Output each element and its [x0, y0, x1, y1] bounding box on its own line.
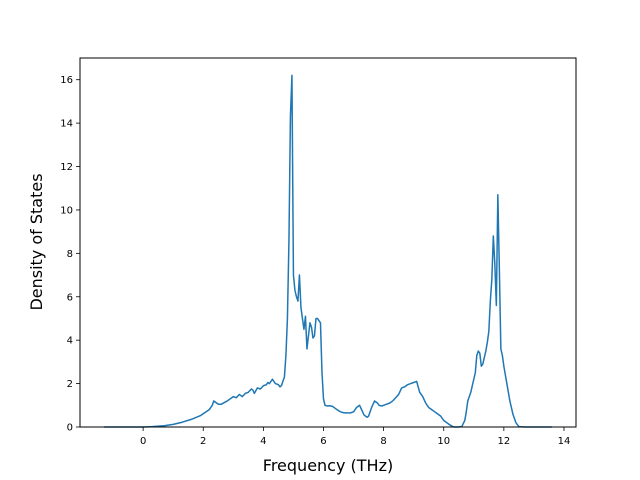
y-tick-label: 4: [67, 336, 73, 347]
tick-layer: 0 2 4 6 8 10 12 14 0 2 4 6 8 10 12 14 16: [60, 75, 570, 447]
series-line-0: [104, 74, 552, 428]
y-tick-label: 10: [60, 205, 73, 216]
y-tick-label: 16: [60, 75, 73, 86]
x-tick-label: 14: [558, 436, 571, 447]
x-axis-label: Frequency (THz): [263, 456, 393, 475]
x-tick-label: 6: [320, 436, 326, 447]
series-layer: [104, 74, 552, 428]
y-tick-label: 12: [60, 162, 73, 173]
y-tick-label: 2: [67, 379, 73, 390]
x-tick-label: 12: [497, 436, 510, 447]
plot-frame: [79, 57, 577, 428]
y-tick-label: 0: [67, 423, 73, 434]
x-tick-label: 4: [260, 436, 266, 447]
y-tick-label: 6: [67, 292, 73, 303]
x-tick-label: 2: [200, 436, 206, 447]
plot-area: [80, 58, 576, 427]
y-axis-label: Density of States: [27, 173, 46, 310]
x-tick-label: 8: [380, 436, 386, 447]
x-tick-label: 0: [140, 436, 146, 447]
y-tick-label: 8: [67, 249, 73, 260]
y-tick-label: 14: [60, 119, 73, 130]
x-tick-label: 10: [437, 436, 450, 447]
